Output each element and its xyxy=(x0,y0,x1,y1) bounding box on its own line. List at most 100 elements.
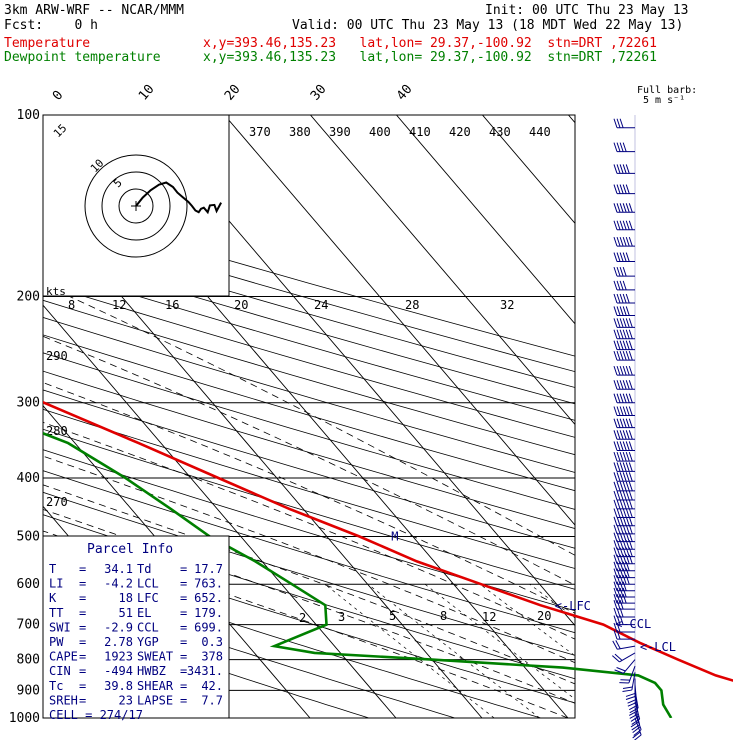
wind-barb-flag xyxy=(616,203,621,213)
wind-barb-flag xyxy=(619,581,624,591)
wind-barb-flag xyxy=(616,430,621,440)
parcel-info-value: 0.3 xyxy=(201,635,223,649)
wind-barb xyxy=(613,393,635,404)
isotherm-line xyxy=(43,304,397,718)
parcel-info-key: CAPE xyxy=(49,650,78,664)
dry-adiabat-line xyxy=(43,611,370,718)
isotherm-label: 30 xyxy=(308,82,330,104)
wind-barb-flag xyxy=(622,306,627,316)
wind-barb-flag xyxy=(616,462,621,472)
wind-barb-flag xyxy=(616,499,621,510)
barb-legend-title: Full barb: xyxy=(637,85,698,96)
wind-barb-flag xyxy=(622,293,627,304)
parcel-info-value: 18 xyxy=(119,591,133,605)
wind-barb-flag xyxy=(619,481,624,491)
wind-barb-flag xyxy=(619,365,624,376)
wind-barb-flag xyxy=(616,365,621,376)
wind-barb-flag xyxy=(628,499,633,510)
dry-adiabat-line xyxy=(43,561,542,718)
wind-barb xyxy=(613,266,635,277)
wind-barb-flag xyxy=(625,540,630,550)
wind-barb-flag xyxy=(619,430,624,440)
parcel-info-value: 17.7 xyxy=(194,562,223,576)
wind-barb-flag xyxy=(622,594,627,604)
wind-barb-flag xyxy=(616,587,621,598)
wind-barb-flag xyxy=(622,581,627,591)
wind-barb-flag xyxy=(619,587,624,598)
wind-barb-flag xyxy=(625,575,630,585)
parcel-info-eq: = xyxy=(180,620,187,634)
wind-barb-flag xyxy=(613,532,618,542)
parcel-info-value: 699. xyxy=(194,620,223,634)
wind-barb xyxy=(613,481,635,492)
mixing-ratio-line xyxy=(479,583,575,657)
wind-barb-flag xyxy=(622,516,627,526)
wind-barb xyxy=(613,575,635,585)
isotherm-line xyxy=(224,115,575,526)
dry-adiabat-line xyxy=(43,491,575,656)
wind-barb-flag xyxy=(613,451,618,462)
wind-barb-flag xyxy=(613,380,618,390)
wind-barb-flag xyxy=(625,472,630,482)
mixing-ratio-label: 24 xyxy=(314,298,328,312)
wind-barb-flag xyxy=(613,418,618,428)
hodograph-ring xyxy=(101,171,171,241)
wind-barb-flag xyxy=(622,462,627,472)
wind-barb-flag xyxy=(616,142,621,152)
wind-barb-flag xyxy=(615,640,621,649)
wind-barb-flag xyxy=(613,393,618,403)
wind-barb-flag xyxy=(625,220,630,230)
wind-barb-flag xyxy=(622,365,627,376)
wind-barb-flag xyxy=(616,481,621,491)
wind-barb-flag xyxy=(613,472,618,482)
parcel-info-key: CIN xyxy=(49,664,71,678)
wind-barb-flag xyxy=(616,318,621,328)
wind-barb xyxy=(614,659,636,674)
dry-adiabat-line xyxy=(43,585,456,718)
dewpoint-line xyxy=(43,431,673,718)
wind-barb xyxy=(613,554,635,565)
wind-barb xyxy=(613,462,635,472)
parcel-info-eq: = xyxy=(79,606,86,620)
wind-barb-flag xyxy=(625,462,630,472)
parcel-info-value: 763. xyxy=(194,577,223,591)
background-grid xyxy=(43,115,575,718)
wind-barb xyxy=(613,451,635,462)
wind-barb-flag xyxy=(625,441,630,451)
parcel-info-key: TT xyxy=(49,606,63,620)
wind-barb-flag xyxy=(616,615,621,625)
mixing-ratio-label: 16 xyxy=(165,298,179,312)
theta-e-label: 430 xyxy=(489,125,511,139)
wind-barb-flag xyxy=(628,540,633,550)
wind-barb-flag xyxy=(628,516,633,526)
parcel-info-key: LCL xyxy=(137,577,159,591)
wind-barb-flag xyxy=(613,622,618,633)
wind-barb-flag xyxy=(628,462,633,472)
wind-barb-flag xyxy=(625,516,630,526)
wind-barb xyxy=(613,615,635,626)
wind-barb xyxy=(613,629,635,640)
wind-barb-flag xyxy=(619,236,624,247)
wind-barb-flag xyxy=(613,568,618,578)
wind-barb-flag xyxy=(616,667,626,672)
wind-barb-flag xyxy=(619,547,624,557)
wind-barb-flag xyxy=(619,594,624,604)
wind-barb-flag xyxy=(628,490,633,501)
dry-adiabat-line xyxy=(43,205,575,357)
parcel-info-key: PW xyxy=(49,635,64,649)
wind-barb-flag xyxy=(613,554,618,564)
wind-barb xyxy=(613,118,635,129)
pressure-tick-label: 300 xyxy=(17,396,40,411)
parcel-info-eq: = xyxy=(79,693,86,707)
wind-barb xyxy=(613,365,635,376)
wind-barb-flag xyxy=(613,600,618,610)
wind-barb-flag xyxy=(625,329,630,339)
wind-barb-flag xyxy=(625,451,630,462)
wind-barb-flag xyxy=(625,430,630,440)
wind-barb-flag xyxy=(625,350,630,361)
wind-barb-flag xyxy=(616,490,621,501)
mixing-ratio-label: 28 xyxy=(405,298,419,312)
wind-barb-flag xyxy=(619,350,624,361)
parcel-info-value: 179. xyxy=(194,606,223,620)
